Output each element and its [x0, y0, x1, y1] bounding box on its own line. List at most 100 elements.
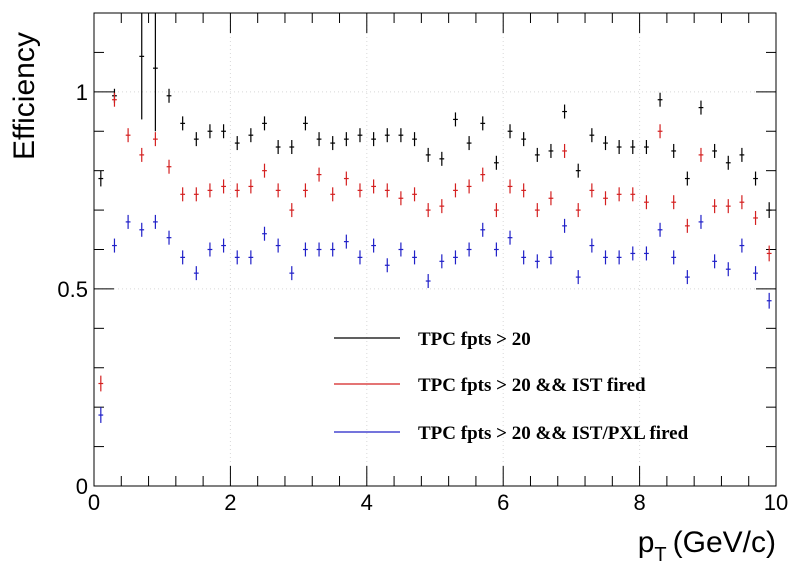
- data-point: [412, 132, 417, 147]
- y-tick-label: 1: [76, 80, 88, 105]
- data-point: [330, 136, 336, 151]
- data-point: [630, 140, 636, 155]
- data-markers: [98, 13, 772, 423]
- data-point: [139, 13, 145, 120]
- data-point: [766, 292, 772, 309]
- data-point: [152, 132, 158, 147]
- data-point: [725, 199, 731, 214]
- data-point: [248, 179, 254, 194]
- data-point: [139, 147, 145, 162]
- data-point: [603, 250, 608, 265]
- data-point: [603, 136, 608, 151]
- data-point: [193, 187, 199, 202]
- data-point: [221, 124, 226, 139]
- data-point: [521, 183, 527, 198]
- data-point: [248, 128, 254, 143]
- data-point: [480, 116, 486, 131]
- data-point: [221, 238, 226, 253]
- data-point: [616, 140, 622, 155]
- data-point: [739, 195, 745, 210]
- data-point: [412, 187, 417, 202]
- data-point: [330, 242, 336, 257]
- data-point: [343, 171, 349, 186]
- data-point: [644, 140, 649, 155]
- data-point: [439, 151, 445, 166]
- x-tick-label: 6: [497, 490, 509, 515]
- data-point: [207, 124, 213, 139]
- y-axis-title: Efficiency: [8, 32, 41, 160]
- legend-label: TPC fpts > 20: [418, 329, 531, 350]
- data-point: [234, 136, 240, 151]
- x-axis-title-subscript: T: [654, 544, 666, 566]
- data-point: [357, 128, 363, 143]
- data-point: [425, 274, 431, 289]
- data-point: [234, 250, 240, 265]
- data-point: [289, 140, 295, 155]
- data-point: [644, 195, 649, 210]
- data-point: [480, 222, 486, 237]
- data-point: [698, 214, 704, 229]
- data-point: [589, 183, 595, 198]
- data-point: [357, 250, 363, 265]
- legend-entry-1: TPC fpts > 20: [334, 329, 531, 350]
- data-point: [725, 262, 731, 277]
- data-point: [548, 191, 554, 206]
- data-point: [753, 171, 758, 186]
- data-point: [193, 132, 199, 147]
- data-point: [671, 195, 677, 210]
- axis-ticks: [93, 12, 777, 487]
- data-point: [616, 250, 622, 265]
- data-point: [507, 124, 513, 139]
- data-point: [507, 230, 513, 245]
- legend-entry-3: TPC fpts > 20 && IST/PXL fired: [334, 423, 689, 444]
- data-point: [453, 250, 458, 265]
- data-point: [371, 238, 377, 253]
- data-point: [330, 187, 336, 202]
- data-point: [698, 100, 704, 115]
- data-point: [466, 179, 472, 194]
- data-point: [466, 242, 472, 257]
- data-point: [343, 132, 349, 147]
- legend-label: TPC fpts > 20 && IST fired: [418, 375, 646, 396]
- data-point: [98, 375, 104, 392]
- data-point: [316, 167, 322, 182]
- data-point: [657, 124, 663, 139]
- data-point: [589, 128, 595, 143]
- data-point: [166, 159, 172, 174]
- data-point: [193, 266, 199, 281]
- data-point: [521, 132, 527, 147]
- data-point: [152, 214, 158, 229]
- data-point: [371, 132, 377, 147]
- data-point: [766, 245, 772, 262]
- data-point: [303, 116, 308, 131]
- x-tick-label: 2: [224, 490, 236, 515]
- data-point: [753, 210, 758, 225]
- data-point: [725, 155, 731, 170]
- data-point: [439, 199, 445, 214]
- data-point: [343, 234, 349, 249]
- data-point: [384, 183, 390, 198]
- data-point: [671, 250, 677, 265]
- data-point: [125, 214, 131, 229]
- data-point: [562, 218, 567, 233]
- data-point: [521, 250, 527, 265]
- data-point: [657, 222, 663, 237]
- x-tick-label: 4: [361, 490, 373, 515]
- legend-entry-2: TPC fpts > 20 && IST fired: [334, 375, 646, 396]
- x-axis-title: pT (GeV/c): [638, 526, 776, 566]
- x-tick-label: 8: [633, 490, 645, 515]
- data-point: [684, 171, 690, 186]
- data-point: [630, 246, 636, 261]
- data-point: [548, 143, 554, 158]
- data-point: [425, 203, 431, 218]
- data-point: [275, 140, 281, 155]
- data-point: [357, 183, 363, 198]
- data-point: [739, 238, 745, 253]
- legend-label: TPC fpts > 20 && IST/PXL fired: [418, 423, 689, 444]
- data-point: [453, 183, 458, 198]
- data-point: [534, 147, 540, 162]
- series-1: [98, 13, 772, 218]
- data-point: [384, 128, 390, 143]
- data-point: [152, 13, 158, 132]
